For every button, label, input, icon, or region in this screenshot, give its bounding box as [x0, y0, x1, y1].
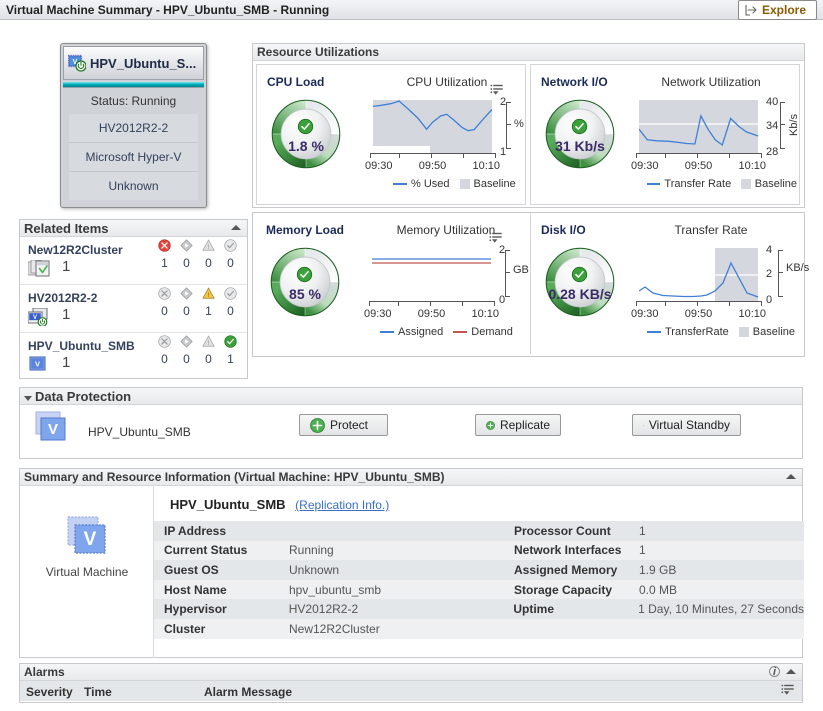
svg-text:V: V: [33, 315, 37, 321]
svg-text:V: V: [84, 529, 97, 550]
svg-text:V: V: [35, 360, 40, 369]
svg-text:V: V: [48, 421, 58, 438]
